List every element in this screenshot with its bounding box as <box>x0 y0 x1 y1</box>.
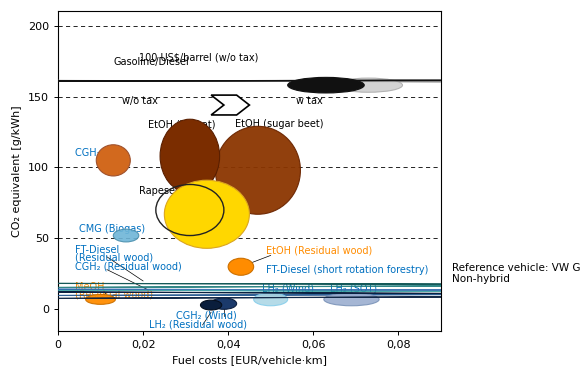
Ellipse shape <box>0 277 580 296</box>
Text: Gasoline/Diesel: Gasoline/Diesel <box>113 57 189 67</box>
Text: FT-Diesel: FT-Diesel <box>75 245 119 255</box>
Text: EtOH (sugar beet): EtOH (sugar beet) <box>235 119 324 129</box>
Ellipse shape <box>201 300 222 310</box>
Ellipse shape <box>0 67 580 95</box>
Ellipse shape <box>0 282 580 297</box>
Text: w tax: w tax <box>296 97 323 106</box>
Text: (Residual wood): (Residual wood) <box>75 290 153 299</box>
Ellipse shape <box>0 285 580 299</box>
Ellipse shape <box>0 72 580 90</box>
Text: EtOH (Residual wood): EtOH (Residual wood) <box>266 245 373 255</box>
Ellipse shape <box>0 292 580 304</box>
Text: EtOH (Wheat): EtOH (Wheat) <box>147 119 215 129</box>
Text: LH₂ (SOT): LH₂ (SOT) <box>330 284 378 294</box>
Ellipse shape <box>288 78 364 93</box>
Ellipse shape <box>0 289 580 301</box>
Ellipse shape <box>113 229 139 242</box>
Ellipse shape <box>160 119 220 193</box>
Ellipse shape <box>0 284 580 298</box>
Text: FT-Diesel (short rotation forestry): FT-Diesel (short rotation forestry) <box>266 265 429 275</box>
Ellipse shape <box>164 180 249 248</box>
Text: MeOH: MeOH <box>75 282 104 292</box>
Text: Reference vehicle: VW Golf
Non-hybrid: Reference vehicle: VW Golf Non-hybrid <box>452 263 580 284</box>
Ellipse shape <box>0 69 580 93</box>
Text: CGH₂ (Residual wood): CGH₂ (Residual wood) <box>75 261 182 271</box>
Text: Rapeseed oil: Rapeseed oil <box>139 186 201 196</box>
Text: w/o tax: w/o tax <box>122 97 158 106</box>
Ellipse shape <box>211 298 237 309</box>
Ellipse shape <box>0 70 580 92</box>
Ellipse shape <box>253 293 288 306</box>
Ellipse shape <box>335 78 403 92</box>
Ellipse shape <box>228 258 253 275</box>
Text: CGH₂ (NG): CGH₂ (NG) <box>75 147 126 158</box>
Ellipse shape <box>324 293 379 306</box>
Y-axis label: CO₂ equivalent [g/kWh]: CO₂ equivalent [g/kWh] <box>12 105 22 237</box>
Text: 100 US$/barrel (w/o tax): 100 US$/barrel (w/o tax) <box>139 52 258 62</box>
Text: RME: RME <box>200 211 222 222</box>
Ellipse shape <box>96 145 130 176</box>
Text: LH₂ (Wind): LH₂ (Wind) <box>262 284 314 294</box>
Text: LH₂ (Residual wood): LH₂ (Residual wood) <box>150 319 247 329</box>
Polygon shape <box>211 95 249 115</box>
Ellipse shape <box>215 126 300 214</box>
Text: (Residual wood): (Residual wood) <box>75 252 153 263</box>
Text: CGH₂ (Wind): CGH₂ (Wind) <box>176 311 237 321</box>
Text: CMG (Biogas): CMG (Biogas) <box>79 224 146 234</box>
Ellipse shape <box>0 272 580 295</box>
Ellipse shape <box>86 294 115 304</box>
X-axis label: Fuel costs [EUR/vehicle·km]: Fuel costs [EUR/vehicle·km] <box>172 355 327 365</box>
